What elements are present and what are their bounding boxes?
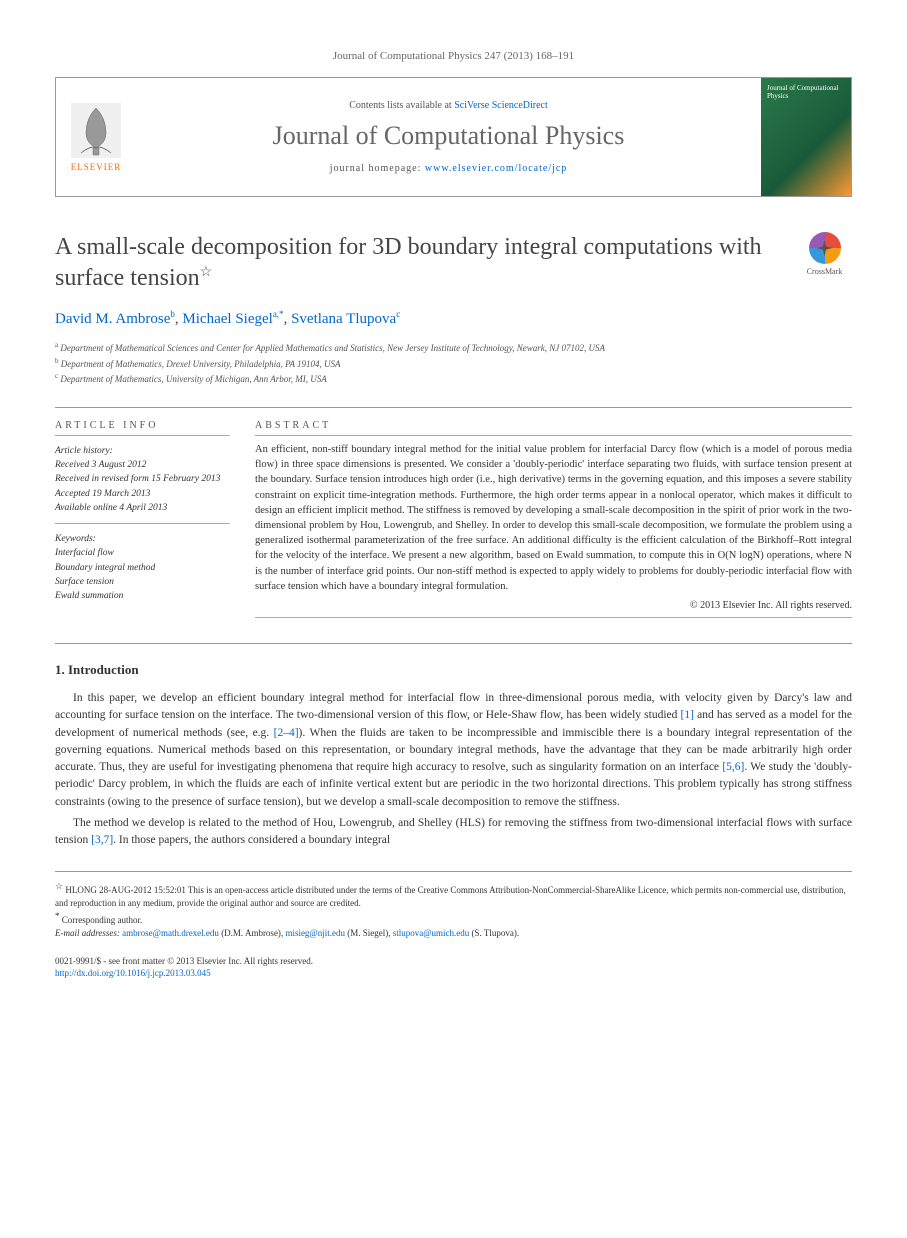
affil-sup: a [55,341,58,349]
citation-link[interactable]: [3,7] [91,834,113,846]
elsevier-text: ELSEVIER [71,162,122,172]
elsevier-logo[interactable]: ELSEVIER [56,78,136,196]
footnote-text: HLONG 28-AUG-2012 15:52:01 This is an op… [55,885,846,908]
footnote-openaccess: ☆ HLONG 28-AUG-2012 15:52:01 This is an … [55,880,852,910]
author-affil-mark: b [170,309,175,319]
keyword-item: Surface tension [55,575,230,589]
crossmark-badge[interactable]: CrossMark [797,232,852,287]
abstract-copyright: © 2013 Elsevier Inc. All rights reserved… [255,600,852,611]
asterisk-icon: * [55,911,60,921]
journal-name: Journal of Computational Physics [273,121,625,151]
affil-sup: c [55,372,58,380]
footnotes: ☆ HLONG 28-AUG-2012 15:52:01 This is an … [55,871,852,940]
corresponding-text: Corresponding author. [62,915,143,925]
divider [55,435,230,436]
divider [55,407,852,408]
intro-paragraph: In this paper, we develop an efficient b… [55,690,852,811]
divider [255,617,852,618]
divider [55,643,852,644]
abstract-column: ABSTRACT An efficient, non-stiff boundar… [255,420,852,618]
bottom-publication-info: 0021-9991/$ - see front matter © 2013 El… [55,955,852,980]
affil-text: Department of Mathematics, University of… [60,374,326,384]
cover-text: Journal of Computational Physics [767,84,851,101]
article-info-column: ARTICLE INFO Article history: Received 3… [55,420,230,618]
email-link[interactable]: misieg@njit.edu [285,928,345,938]
homepage-link[interactable]: www.elsevier.com/locate/jcp [425,163,567,174]
history-label: Article history: [55,444,230,458]
affil-text: Department of Mathematics, Drexel Univer… [61,359,341,369]
authors-line: David M. Ambroseb, Michael Siegela,*, Sv… [55,309,852,328]
intro-paragraph: The method we develop is related to the … [55,815,852,850]
keyword-item: Ewald summation [55,589,230,603]
affiliation-line: a Department of Mathematical Sciences an… [55,340,852,356]
citation-link[interactable]: [1] [681,709,694,721]
divider [255,435,852,436]
abstract-header: ABSTRACT [255,420,852,431]
footnote-emails: E-mail addresses: ambrose@math.drexel.ed… [55,927,852,940]
contents-prefix: Contents lists available at [349,100,454,111]
divider [55,523,230,524]
introduction-body: In this paper, we develop an efficient b… [55,690,852,849]
keyword-item: Interfacial flow [55,546,230,560]
title-text: A small-scale decomposition for 3D bound… [55,234,762,291]
doi-link[interactable]: http://dx.doi.org/10.1016/j.jcp.2013.03.… [55,968,211,978]
author-link[interactable]: David M. Ambrose [55,311,170,327]
title-row: A small-scale decomposition for 3D bound… [55,232,852,294]
contents-available: Contents lists available at SciVerse Sci… [349,100,548,111]
crossmark-icon [809,232,841,264]
affil-text: Department of Mathematical Sciences and … [60,343,605,353]
email-label: E-mail addresses: [55,928,120,938]
citation-link[interactable]: [2–4] [274,727,299,739]
issn-line: 0021-9991/$ - see front matter © 2013 El… [55,955,852,968]
article-title: A small-scale decomposition for 3D bound… [55,232,782,294]
star-icon: ☆ [55,881,63,891]
homepage-prefix: journal homepage: [330,163,425,174]
info-abstract-row: ARTICLE INFO Article history: Received 3… [55,420,852,618]
affiliation-line: b Department of Mathematics, Drexel Univ… [55,356,852,372]
affil-sup: b [55,357,59,365]
author-link[interactable]: Svetlana Tlupova [291,311,396,327]
crossmark-label: CrossMark [807,267,843,276]
email-who: (D.M. Ambrose) [221,928,281,938]
citation-link[interactable]: [5,6] [722,761,744,773]
author-affil-mark: a,* [273,309,284,319]
text-run: . In those papers, the authors considere… [113,834,390,846]
elsevier-tree-icon [71,103,121,158]
history-item: Received 3 August 2012 [55,458,230,472]
history-item: Available online 4 April 2013 [55,501,230,515]
journal-cover[interactable]: Journal of Computational Physics [761,78,851,196]
email-link[interactable]: ambrose@math.drexel.edu [122,928,219,938]
journal-reference: Journal of Computational Physics 247 (20… [55,50,852,62]
keywords-label: Keywords: [55,532,230,546]
affiliations: a Department of Mathematical Sciences an… [55,340,852,387]
email-who: (M. Siegel) [347,928,388,938]
sciencedirect-link[interactable]: SciVerse ScienceDirect [454,100,548,111]
article-history: Article history: Received 3 August 2012 … [55,444,230,515]
affiliation-line: c Department of Mathematics, University … [55,371,852,387]
footnote-corresponding: * Corresponding author. [55,910,852,927]
author-affil-mark: c [396,309,400,319]
author-link[interactable]: Michael Siegel [182,311,272,327]
keywords-block: Keywords: Interfacial flow Boundary inte… [55,532,230,603]
history-item: Accepted 19 March 2013 [55,487,230,501]
section-heading: 1. Introduction [55,662,852,678]
homepage-line: journal homepage: www.elsevier.com/locat… [330,163,568,174]
header-center: Contents lists available at SciVerse Sci… [136,78,761,196]
article-info-header: ARTICLE INFO [55,420,230,431]
email-who: (S. Tlupova) [472,928,517,938]
abstract-text: An efficient, non-stiff boundary integra… [255,442,852,594]
header-box: ELSEVIER Contents lists available at Sci… [55,77,852,197]
history-item: Received in revised form 15 February 201… [55,472,230,486]
keyword-item: Boundary integral method [55,561,230,575]
page-container: Journal of Computational Physics 247 (20… [0,0,907,1030]
email-link[interactable]: stlupova@umich.edu [393,928,470,938]
title-footnote-mark: ☆ [200,265,213,280]
